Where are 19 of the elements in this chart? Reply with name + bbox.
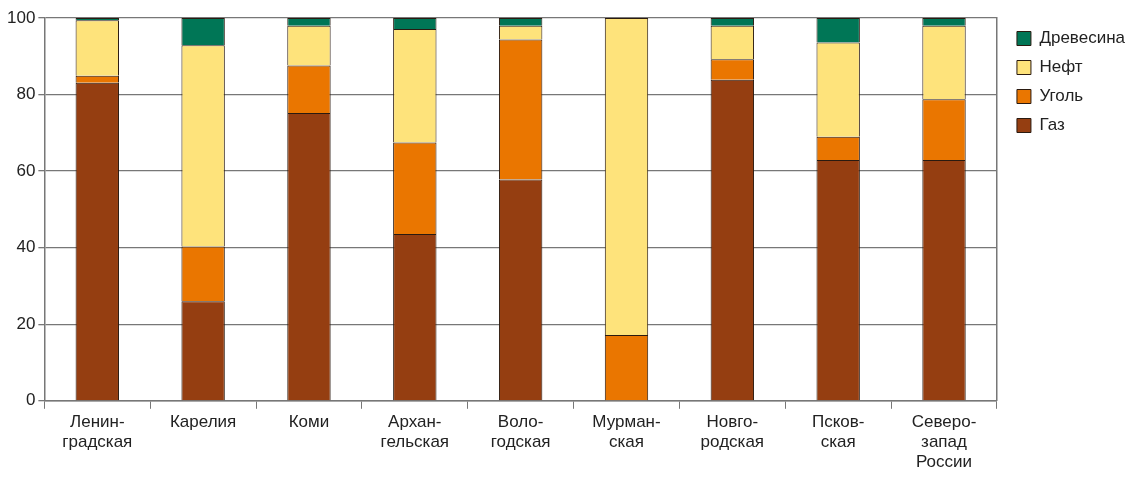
y-tick-label: 20: [16, 313, 36, 333]
x-tick-label: Архан- гельская: [380, 411, 450, 452]
legend-label: Газ: [1039, 115, 1065, 135]
legend-label: Нефт: [1039, 57, 1083, 77]
x-tick-label: Псков- ская: [811, 411, 865, 452]
y-tick-label: 40: [16, 237, 36, 257]
legend-label: Уголь: [1039, 86, 1084, 106]
x-tick-label: Ленин- градская: [62, 411, 133, 452]
y-tick-label: 60: [16, 160, 36, 180]
y-tick-label: 80: [16, 84, 36, 104]
y-tick-label: 100: [6, 7, 36, 27]
x-tick-label: Северо- запад России: [911, 411, 977, 472]
x-tick-label: Воло- годская: [490, 411, 551, 452]
y-tick-label: 0: [25, 390, 36, 410]
x-tick-label: Коми: [288, 411, 330, 431]
x-tick-label: Мурман- ская: [592, 411, 661, 452]
legend-label: Древесина: [1039, 28, 1126, 48]
x-tick-label: Новго- родская: [700, 411, 765, 452]
x-tick-label: Карелия: [169, 411, 237, 431]
